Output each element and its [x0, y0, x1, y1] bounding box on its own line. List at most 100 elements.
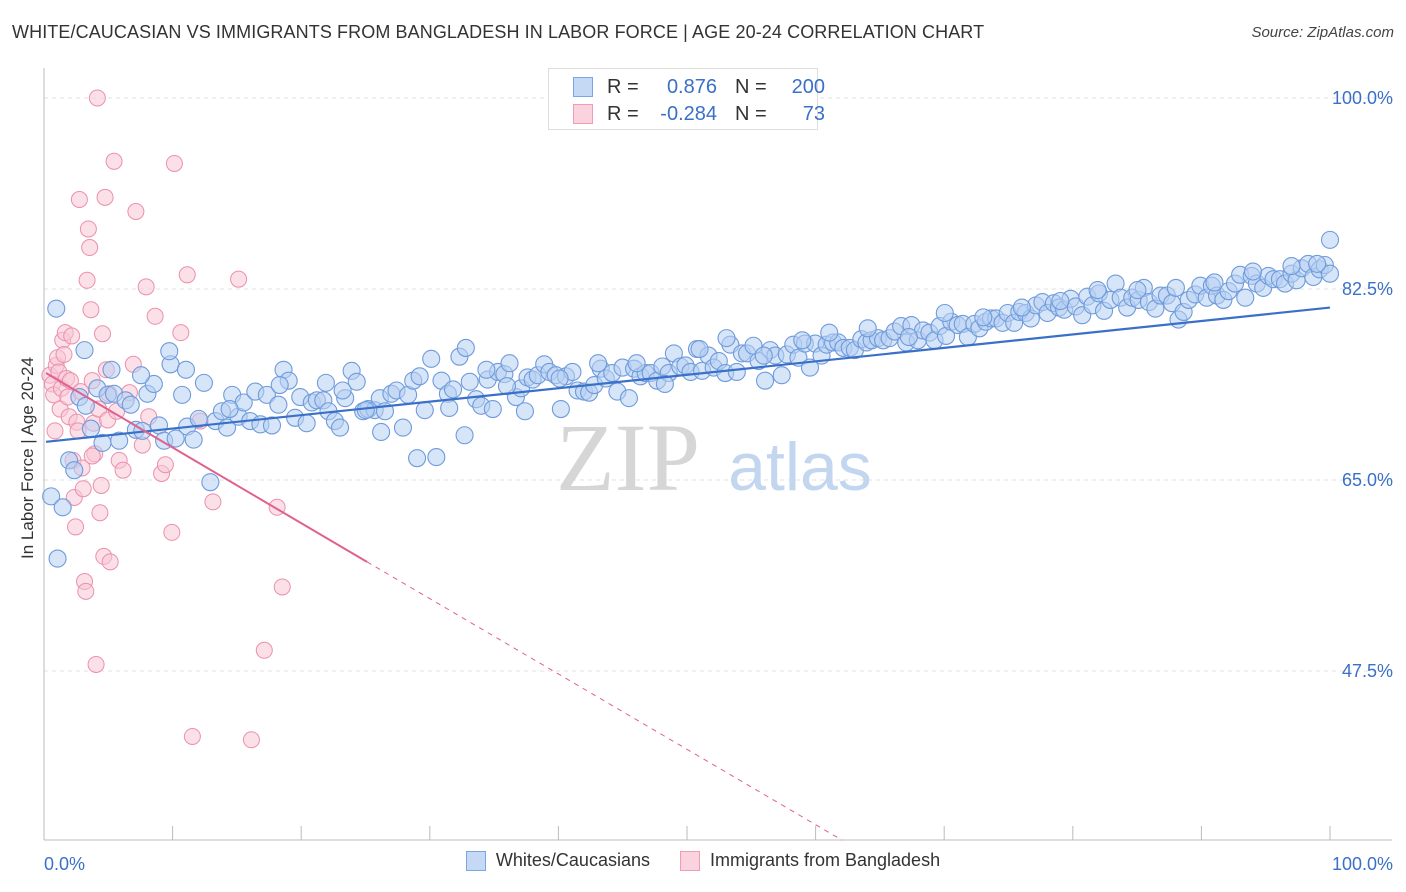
point-whites	[1320, 230, 1340, 249]
n-value: 73	[802, 102, 825, 125]
axes	[43, 68, 1392, 841]
y-tick-label: 100.0%	[1332, 88, 1393, 108]
point-bangladesh	[178, 266, 196, 284]
point-bangladesh	[105, 152, 123, 170]
point-whites	[372, 422, 391, 442]
point-whites	[974, 308, 993, 327]
trend-line-bangladesh	[45, 372, 368, 563]
point-whites	[1320, 264, 1340, 283]
watermark: ZIP atlas	[556, 404, 872, 511]
point-whites	[102, 360, 121, 379]
point-whites	[456, 338, 475, 357]
point-bangladesh	[55, 345, 73, 363]
point-bangladesh	[63, 327, 81, 345]
point-whites	[515, 402, 534, 421]
point-whites	[356, 401, 375, 420]
point-bangladesh	[77, 582, 95, 600]
point-bangladesh	[204, 493, 222, 511]
legend-swatch-pink	[679, 850, 700, 871]
point-whites	[460, 372, 479, 391]
point-whites	[755, 371, 775, 390]
grid-lines	[44, 97, 1392, 672]
point-whites	[262, 416, 282, 435]
point-whites	[899, 327, 918, 347]
stats-legend: R = 0.876 N = 200 R = -0.284 N = 73	[548, 68, 825, 130]
point-whites	[257, 385, 276, 404]
point-whites	[690, 339, 709, 359]
point-whites	[47, 299, 66, 318]
point-whites	[316, 373, 335, 392]
point-bangladesh	[96, 188, 114, 206]
point-whites	[330, 418, 350, 437]
r-label: R =	[607, 75, 639, 98]
point-bangladesh	[91, 504, 109, 522]
point-whites	[1166, 278, 1185, 297]
point-bangladesh	[273, 578, 291, 596]
point-whites	[270, 375, 289, 395]
point-whites	[48, 549, 67, 568]
point-bangladesh	[74, 480, 92, 498]
point-whites	[1243, 262, 1263, 281]
point-whites	[754, 346, 773, 365]
point-bangladesh	[70, 191, 88, 209]
point-whites	[550, 369, 569, 388]
y-tick-label: 65.0%	[1342, 470, 1393, 490]
point-whites	[194, 373, 213, 392]
r-label: R =	[607, 102, 639, 125]
point-bangladesh	[67, 518, 85, 536]
point-bangladesh	[114, 461, 132, 479]
source-label: Source: ZipAtlas.com	[1251, 24, 1394, 41]
point-bangladesh	[156, 456, 174, 474]
point-bangladesh	[183, 727, 201, 745]
legend-item-whites[interactable]: Whites/Caucasians	[465, 850, 650, 871]
y-tick-label: 82.5%	[1342, 279, 1393, 299]
point-whites	[772, 366, 791, 385]
x-tick-label: 0.0%	[44, 854, 85, 874]
point-whites	[121, 395, 140, 414]
point-bangladesh	[92, 476, 110, 494]
legend-label-bangladesh: Immigrants from Bangladesh	[709, 850, 941, 870]
point-bangladesh	[127, 203, 145, 221]
point-bangladesh	[172, 324, 190, 342]
point-whites	[408, 449, 427, 468]
point-whites	[1051, 291, 1070, 311]
point-whites	[793, 331, 812, 350]
point-whites	[160, 342, 179, 361]
point-bangladesh	[255, 641, 273, 659]
point-whites	[347, 372, 366, 391]
point-whites	[477, 360, 496, 379]
point-bangladesh	[87, 655, 105, 673]
point-bangladesh	[78, 271, 96, 289]
point-whites	[173, 385, 192, 404]
stats-row-blue: R = 0.876 N = 200	[573, 74, 825, 100]
point-whites	[1088, 281, 1107, 300]
legend-swatch-blue	[465, 850, 486, 871]
legend: Whites/Caucasians Immigrants from Bangla…	[0, 850, 1406, 871]
point-whites	[166, 429, 185, 448]
legend-item-bangladesh[interactable]: Immigrants from Bangladesh	[679, 850, 941, 871]
point-whites	[1308, 254, 1327, 273]
point-bangladesh	[93, 325, 111, 343]
point-whites	[75, 341, 94, 360]
point-whites	[1282, 257, 1301, 276]
point-whites	[422, 349, 441, 368]
trend-line-whites	[45, 306, 1331, 443]
point-whites	[1205, 273, 1224, 292]
point-whites	[655, 374, 674, 394]
point-whites	[144, 374, 163, 394]
n-value: 200	[791, 75, 825, 98]
point-whites	[727, 362, 746, 381]
point-whites	[858, 319, 877, 338]
point-bangladesh	[82, 301, 100, 319]
point-whites	[427, 448, 446, 467]
y-axis-label: In Labor Force | Age 20-24	[18, 357, 37, 559]
point-whites	[1012, 298, 1031, 317]
point-whites	[1128, 281, 1147, 300]
point-whites	[220, 400, 239, 419]
point-bangladesh	[242, 731, 260, 749]
point-whites	[81, 419, 100, 438]
point-whites	[619, 389, 638, 408]
point-whites	[551, 400, 570, 419]
legend-label-whites: Whites/Caucasians	[495, 850, 650, 870]
